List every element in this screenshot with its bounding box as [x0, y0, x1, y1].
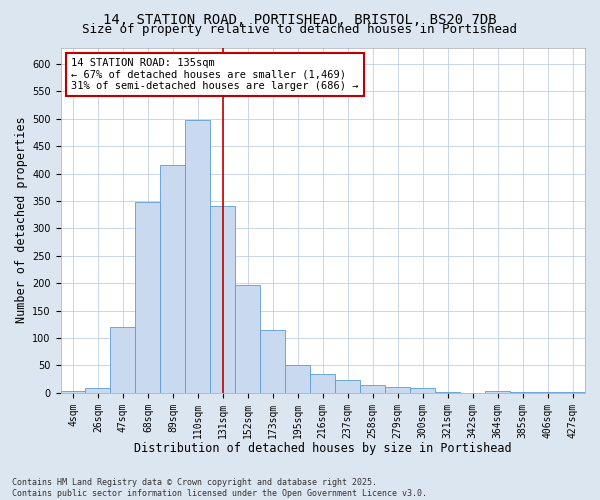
- Bar: [85, 388, 110, 393]
- Bar: [211, 206, 235, 393]
- Bar: [160, 166, 185, 393]
- Bar: [485, 391, 510, 393]
- Bar: [335, 380, 360, 393]
- Bar: [535, 392, 560, 393]
- Bar: [235, 286, 260, 393]
- Bar: [185, 120, 211, 393]
- Bar: [510, 392, 535, 393]
- Bar: [61, 390, 85, 393]
- Text: Size of property relative to detached houses in Portishead: Size of property relative to detached ho…: [83, 22, 517, 36]
- Y-axis label: Number of detached properties: Number of detached properties: [15, 117, 28, 324]
- Bar: [385, 388, 410, 393]
- Bar: [410, 388, 435, 393]
- Bar: [310, 374, 335, 393]
- Bar: [136, 202, 160, 393]
- Text: Contains HM Land Registry data © Crown copyright and database right 2025.
Contai: Contains HM Land Registry data © Crown c…: [12, 478, 427, 498]
- Bar: [285, 366, 310, 393]
- Text: 14 STATION ROAD: 135sqm
← 67% of detached houses are smaller (1,469)
31% of semi: 14 STATION ROAD: 135sqm ← 67% of detache…: [71, 58, 359, 91]
- Bar: [260, 330, 285, 393]
- Bar: [360, 384, 385, 393]
- Text: 14, STATION ROAD, PORTISHEAD, BRISTOL, BS20 7DB: 14, STATION ROAD, PORTISHEAD, BRISTOL, B…: [103, 12, 497, 26]
- Bar: [560, 392, 585, 393]
- X-axis label: Distribution of detached houses by size in Portishead: Distribution of detached houses by size …: [134, 442, 512, 455]
- Bar: [435, 392, 460, 393]
- Bar: [110, 327, 136, 393]
